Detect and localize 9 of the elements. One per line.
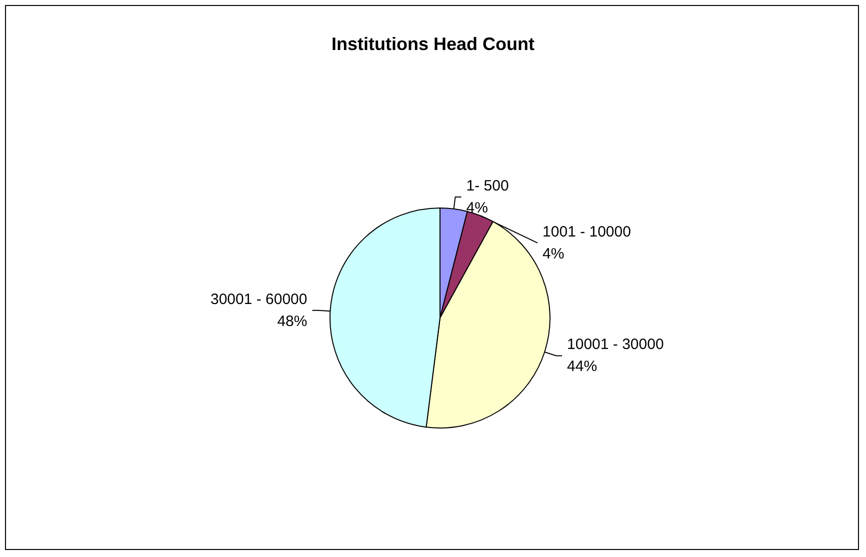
data-label: 44%	[567, 358, 598, 376]
slice-label: 30001 - 60000	[210, 290, 308, 308]
data-label: 48%	[277, 312, 308, 330]
slice-label: 10001 - 30000	[567, 336, 664, 354]
data-label: 4%	[466, 199, 488, 216]
data-label: 4%	[542, 245, 564, 262]
slice-label: 1001 - 10000	[542, 223, 631, 240]
slice-label: 1- 500	[466, 177, 509, 194]
chart-title: Institutions Head Count	[332, 34, 534, 54]
